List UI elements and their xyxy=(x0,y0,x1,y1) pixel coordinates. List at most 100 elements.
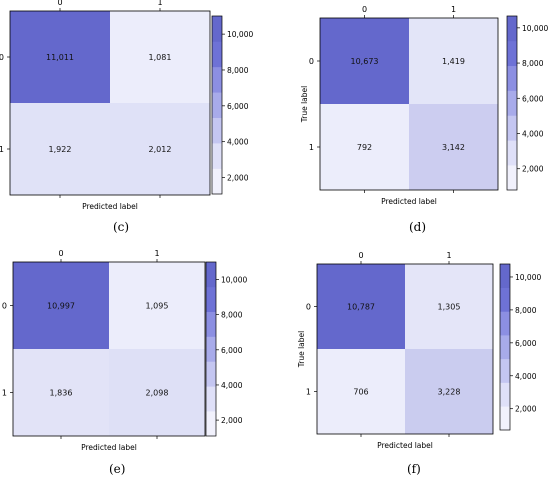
colorbar-tick-label: 8,000 xyxy=(515,306,537,315)
colorbar-band xyxy=(212,92,222,119)
colorbar-tick-label: 10,000 xyxy=(221,276,247,285)
colorbar-band xyxy=(507,140,517,166)
colorbar-band xyxy=(212,66,222,93)
colorbar-tick-label: 4,000 xyxy=(522,130,544,139)
chart-f: 10,787 1,305 706 3,228 0 1 0 1 Predicted label Tr… xyxy=(297,251,541,450)
colorbar-band xyxy=(206,336,216,362)
colorbar-tick-label: 2,000 xyxy=(515,405,537,414)
colorbar-band xyxy=(507,65,517,91)
colorbar-tick-label: 8,000 xyxy=(221,311,243,320)
colorbar-tick-label: 8,000 xyxy=(522,59,544,68)
cell-value-label: 10,787 xyxy=(347,303,375,312)
colorbar-band xyxy=(500,335,510,360)
cell-value-label: 2,012 xyxy=(149,145,172,154)
cell-value-label: 3,142 xyxy=(442,143,465,152)
matrix-cell xyxy=(405,349,493,434)
colorbar-band xyxy=(206,311,216,337)
y-tick-label: 0 xyxy=(0,53,4,62)
colorbar-band xyxy=(500,382,510,407)
matrix-frame xyxy=(316,263,494,435)
x-tick-label: 1 xyxy=(154,249,159,258)
x-axis-label: Predicted label xyxy=(381,197,437,206)
colorbar-band xyxy=(507,16,517,42)
colorbar-band xyxy=(500,311,510,336)
colorbar-tick-label: 6,000 xyxy=(227,102,249,111)
colorbar-tick-label: 10,000 xyxy=(227,30,253,39)
colorbar-tick-label: 4,000 xyxy=(221,381,243,390)
cell-value-label: 1,419 xyxy=(442,57,465,66)
x-tick-label: 1 xyxy=(157,0,162,7)
colorbar-band xyxy=(206,286,216,313)
colorbar-band xyxy=(500,264,510,289)
colorbar-band xyxy=(212,16,222,42)
colorbar-band xyxy=(507,115,517,141)
x-axis-label: Predicted label xyxy=(377,441,433,450)
y-tick-label: 0 xyxy=(306,303,311,312)
y-tick-label: 1 xyxy=(309,143,314,152)
colorbar-tick-label: 4,000 xyxy=(515,372,537,381)
matrix-cell xyxy=(10,11,110,103)
colorbar-tick-label: 8,000 xyxy=(227,66,249,75)
cell-value-label: 792 xyxy=(357,143,372,152)
colorbar-tick-label: 4,000 xyxy=(227,138,249,147)
matrix-cell xyxy=(13,262,109,349)
cell-value-label: 10,673 xyxy=(351,57,379,66)
matrix-cell xyxy=(320,104,409,190)
colorbar-frame xyxy=(211,15,223,195)
y-axis-label: True label xyxy=(297,331,306,368)
matrix-cell xyxy=(409,18,498,104)
colorbar-band xyxy=(507,165,517,191)
cell-value-label: 1,305 xyxy=(438,303,461,312)
cell-value-label: 2,098 xyxy=(146,389,169,398)
colorbar-band xyxy=(206,411,216,437)
colorbar-tick-label: 2,000 xyxy=(522,165,544,174)
x-tick-label: 0 xyxy=(57,0,62,7)
panel-label-e: (e) xyxy=(109,462,126,476)
colorbar-tick-label: 6,000 xyxy=(221,346,243,355)
panel-label-d: (d) xyxy=(409,220,427,234)
matrix-frame xyxy=(319,17,499,191)
matrix-frame xyxy=(12,261,206,437)
chart-c: 11,011 1,081 1,922 2,012 0 1 0 1 Predicted label… xyxy=(0,0,253,211)
matrix-cell xyxy=(10,103,110,195)
colorbar-band xyxy=(212,168,222,195)
colorbar-tick-label: 2,000 xyxy=(221,416,243,425)
cell-value-label: 1,836 xyxy=(50,389,73,398)
colorbar-frame xyxy=(499,263,511,431)
colorbar-tick-label: 2,000 xyxy=(227,174,249,183)
colorbar-band xyxy=(206,361,216,387)
chart-d: 10,673 1,419 792 3,142 0 1 0 1 Predicted label Tr… xyxy=(300,5,548,206)
colorbar-frame xyxy=(205,261,217,437)
y-tick-label: 1 xyxy=(2,389,7,398)
matrix-cell xyxy=(320,18,409,104)
matrix-cell xyxy=(109,349,205,436)
panel-label-f: (f) xyxy=(407,462,421,476)
cell-value-label: 1,081 xyxy=(149,53,172,62)
colorbar-band xyxy=(500,406,510,431)
matrix-frame xyxy=(9,10,211,196)
matrix-cell xyxy=(405,264,493,349)
matrix-cell xyxy=(13,349,109,436)
cell-value-label: 1,095 xyxy=(146,302,169,311)
colorbar-tick-label: 6,000 xyxy=(515,339,537,348)
matrix-cell xyxy=(110,11,210,103)
cell-value-label: 706 xyxy=(353,388,368,397)
colorbar-band xyxy=(212,143,222,169)
y-axis-label: True label xyxy=(300,86,309,123)
x-tick-label: 1 xyxy=(446,251,451,260)
x-tick-label: 0 xyxy=(58,249,63,258)
colorbar-band xyxy=(500,287,510,312)
y-tick-label: 0 xyxy=(309,57,314,66)
matrix-cell xyxy=(317,264,405,349)
cell-value-label: 1,922 xyxy=(49,145,72,154)
x-tick-label: 0 xyxy=(358,251,363,260)
colorbar-tick-label: 10,000 xyxy=(515,273,541,282)
matrix-cell xyxy=(109,262,205,349)
matrix-cell xyxy=(317,349,405,434)
colorbar-band xyxy=(206,386,216,412)
x-axis-label: Predicted label xyxy=(82,202,138,211)
y-tick-label: 1 xyxy=(0,145,4,154)
cell-value-label: 10,997 xyxy=(47,302,75,311)
chart-e: 10,997 1,095 1,836 2,098 0 1 0 1 Predicted label… xyxy=(0,249,247,452)
